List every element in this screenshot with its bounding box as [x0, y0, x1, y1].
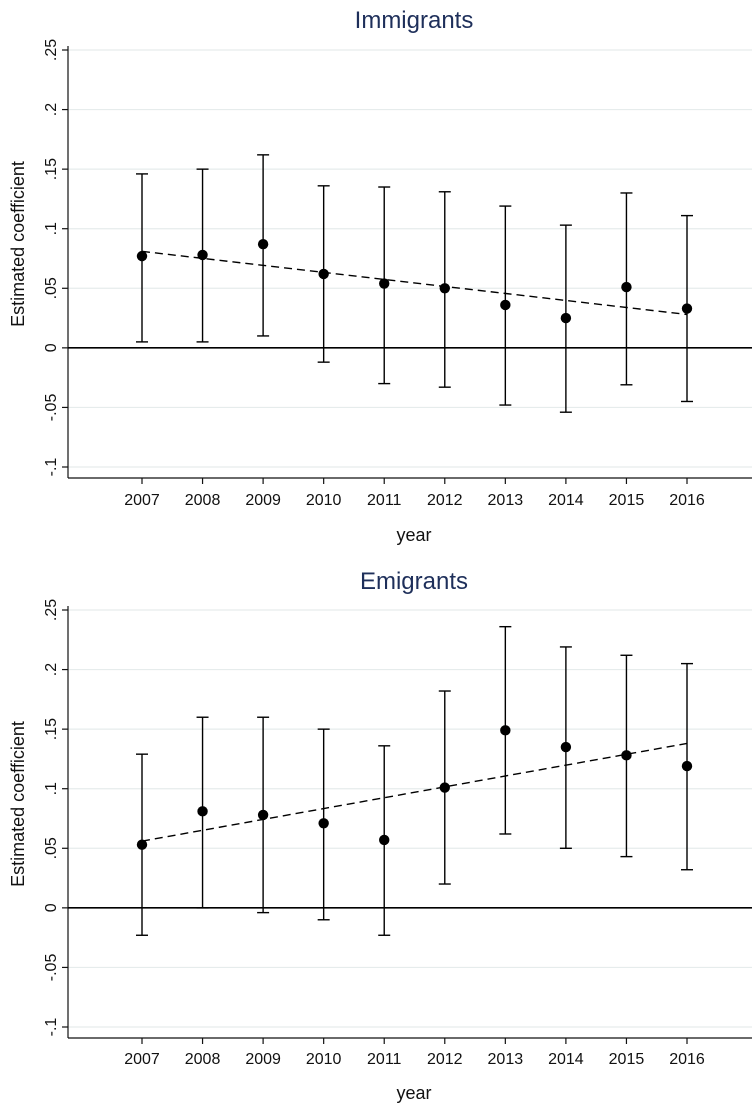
x-axis-label: year	[396, 525, 431, 545]
y-tick-label: .25	[43, 39, 60, 61]
data-point	[439, 283, 450, 294]
x-tick-label: 2014	[548, 492, 584, 509]
data-point	[500, 299, 511, 311]
x-tick-label: 2012	[427, 1051, 463, 1068]
x-tick-label: 2016	[669, 492, 705, 509]
x-tick-label: 2013	[488, 1051, 524, 1068]
y-axis-label: Estimated coefficient	[8, 721, 28, 887]
chart-title: Immigrants	[355, 7, 474, 34]
y-tick-label: -.1	[43, 458, 60, 477]
y-tick-label: 0	[43, 903, 60, 912]
data-point	[318, 268, 329, 280]
data-point	[257, 809, 269, 821]
y-tick-label: .1	[43, 222, 60, 235]
data-point	[500, 725, 511, 736]
x-tick-label: 2008	[185, 492, 221, 509]
x-tick-label: 2015	[609, 492, 645, 509]
data-point	[560, 741, 572, 753]
data-point	[681, 303, 693, 314]
x-tick-label: 2010	[306, 1051, 342, 1068]
y-tick-label: .05	[43, 277, 60, 299]
y-tick-label: -.1	[43, 1018, 60, 1037]
x-tick-label: 2007	[124, 492, 160, 509]
y-axis-label: Estimated coefficient	[8, 161, 28, 327]
y-tick-label: -.05	[43, 954, 60, 982]
x-tick-label: 2008	[185, 1051, 221, 1068]
x-tick-label: 2009	[245, 1051, 281, 1068]
chart-panel-2: -.1 -.05 0 .05 .1 .15 .2 .25 2007 2008 2009 2010 201…	[8, 568, 752, 1103]
y-tick-label: -.05	[43, 394, 60, 422]
x-tick-label: 2012	[427, 492, 463, 509]
data-point	[681, 760, 693, 772]
y-tick-label: .25	[43, 599, 60, 621]
x-tick-label: 2011	[367, 492, 402, 509]
data-point	[257, 239, 269, 250]
data-point	[621, 281, 632, 293]
y-tick-label: .15	[43, 158, 60, 180]
data-point	[197, 249, 208, 261]
data-point	[379, 278, 390, 289]
y-tick-label: .1	[43, 782, 60, 795]
y-tick-label: .15	[43, 718, 60, 740]
x-tick-label: 2015	[609, 1051, 645, 1068]
data-point	[560, 312, 572, 324]
x-tick-label: 2010	[306, 492, 342, 509]
data-point	[318, 818, 329, 829]
y-tick-label: .2	[43, 103, 60, 116]
y-tick-label: .05	[43, 837, 60, 859]
x-tick-label: 2007	[124, 1051, 160, 1068]
data-point	[197, 806, 208, 817]
y-tick-label: 0	[43, 343, 60, 352]
trend-line	[141, 742, 688, 842]
chart-panel-1: -.1 -.05 0 .05 .1 .15 .2 .25 2007 2008 2009 2010 201…	[8, 7, 752, 545]
data-point	[621, 750, 632, 761]
data-point	[136, 839, 148, 850]
x-tick-label: 2014	[548, 1051, 584, 1068]
x-tick-label: 2013	[488, 492, 524, 509]
data-point	[439, 782, 450, 793]
data-point	[136, 250, 148, 262]
x-tick-label: 2016	[669, 1051, 705, 1068]
trend-line	[141, 250, 688, 316]
y-tick-label: .2	[43, 663, 60, 676]
data-point	[379, 834, 390, 846]
x-tick-label: 2009	[245, 492, 281, 509]
x-tick-label: 2011	[367, 1051, 402, 1068]
x-axis-label: year	[396, 1083, 431, 1103]
chart-title: Emigrants	[360, 568, 468, 595]
